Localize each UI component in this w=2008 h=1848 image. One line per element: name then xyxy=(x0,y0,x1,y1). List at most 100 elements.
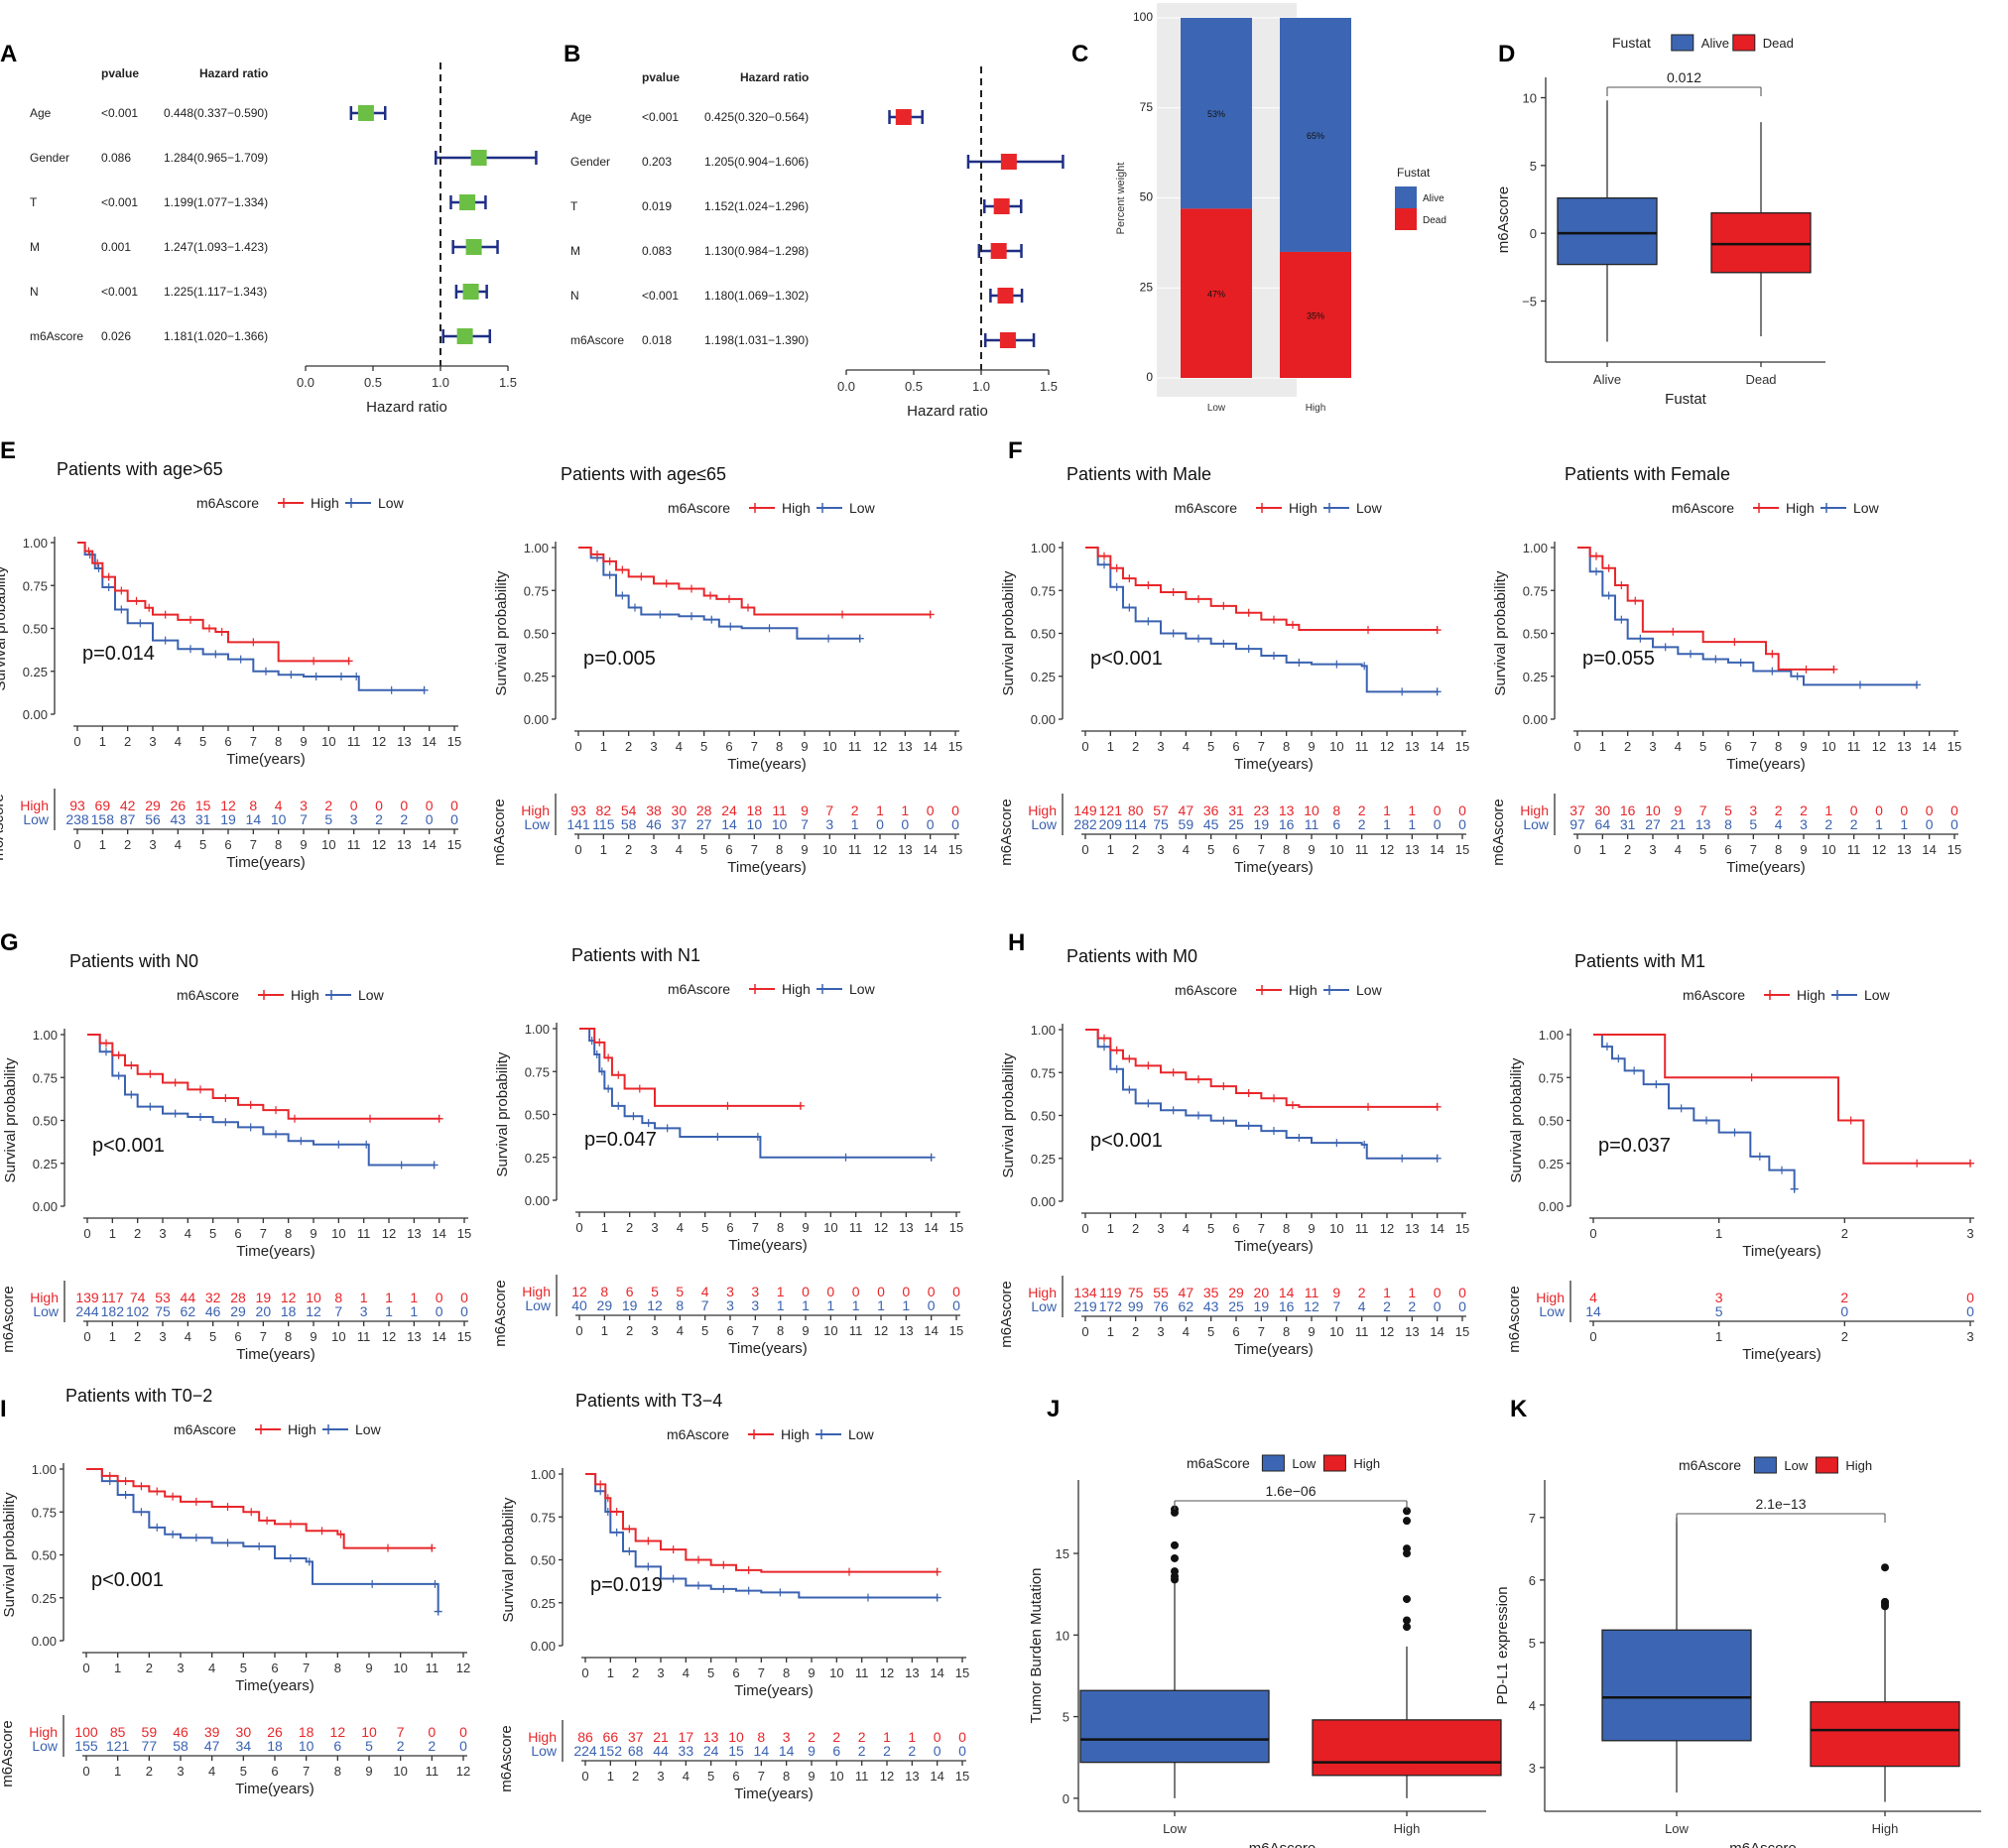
y-tick-label: 0.00 xyxy=(1523,712,1548,727)
risk-x-axis-title: Time(years) xyxy=(1234,1341,1313,1358)
risk-x-tick-label: 0 xyxy=(82,1764,89,1779)
survival-curve-high xyxy=(579,1028,801,1107)
risk-value-low: 0 xyxy=(876,816,884,832)
risk-value-high: 0 xyxy=(958,1729,966,1745)
risk-value-low: 224 xyxy=(573,1743,597,1759)
risk-x-tick-label: 10 xyxy=(331,1329,345,1344)
risk-value-low: 155 xyxy=(74,1738,98,1754)
risk-value-high: 1 xyxy=(883,1729,891,1745)
y-tick-label: 1.00 xyxy=(32,1462,57,1477)
risk-value-low: 0 xyxy=(1434,816,1442,832)
survival-curve-high xyxy=(86,1468,433,1549)
y-tick-label: 0.00 xyxy=(524,712,549,727)
x-tick-label: 12 xyxy=(1380,1221,1394,1236)
row-label: T xyxy=(570,199,578,213)
outlier-point xyxy=(1171,1508,1179,1517)
risk-x-tick-label: 4 xyxy=(185,1329,191,1344)
row-hazard-ratio: 1.130(0.984−1.298) xyxy=(704,244,809,258)
risk-value-high: 3 xyxy=(1715,1290,1723,1305)
x-tick-label: 8 xyxy=(1283,1221,1290,1236)
risk-x-tick-label: 10 xyxy=(823,1323,837,1338)
risk-x-tick-label: 0 xyxy=(73,837,80,852)
x-tick-label: 15 xyxy=(1455,1221,1469,1236)
risk-value-low: 31 xyxy=(195,811,211,827)
x-axis-title: Time(years) xyxy=(728,1237,807,1254)
risk-x-tick-label: 12 xyxy=(1872,842,1886,857)
risk-value-low: 0 xyxy=(1434,1298,1442,1314)
survival-curve-low xyxy=(578,547,860,640)
risk-value-low: 27 xyxy=(1645,816,1661,832)
risk-value-high: 1 xyxy=(876,802,884,818)
legend-label: Alive xyxy=(1701,36,1729,51)
legend-title: m6Ascore xyxy=(177,987,239,1003)
x-tick-label: Low xyxy=(1163,1821,1187,1836)
y-axis-title: Percent weight xyxy=(1115,163,1127,235)
risk-value-low: 0 xyxy=(459,1738,467,1754)
outlier-point xyxy=(1881,1563,1889,1572)
risk-value-low: 6 xyxy=(1332,816,1340,832)
risk-x-tick-label: 8 xyxy=(285,1329,292,1344)
y-tick-label: 0.75 xyxy=(524,583,549,598)
x-tick-label: 14 xyxy=(924,1220,938,1235)
survival-curve-low xyxy=(77,542,425,691)
y-tick-label: 0.75 xyxy=(33,1070,58,1085)
legend-label: Low xyxy=(1292,1456,1316,1471)
risk-value-high: 0 xyxy=(1950,802,1958,818)
risk-value-low: 2 xyxy=(1824,816,1832,832)
panel-label-H: H xyxy=(1008,929,1025,956)
risk-value-high: 0 xyxy=(1875,802,1883,818)
risk-x-tick-label: 9 xyxy=(1308,1324,1315,1339)
risk-value-low: 1 xyxy=(802,1297,810,1313)
risk-value-low: 46 xyxy=(205,1303,221,1319)
risk-value-high: 26 xyxy=(171,798,187,813)
risk-value-high: 37 xyxy=(628,1729,644,1745)
y-tick-label: 0.00 xyxy=(1539,1199,1564,1214)
row-hazard-ratio: 1.284(0.965−1.709) xyxy=(164,151,268,165)
legend-swatch xyxy=(1753,1456,1777,1474)
y-tick-label: 0.50 xyxy=(32,1548,57,1563)
x-tick-label: 3 xyxy=(177,1661,184,1675)
risk-value-high: 0 xyxy=(426,798,434,813)
p-value-label: p=0.005 xyxy=(583,648,656,670)
risk-x-tick-label: 5 xyxy=(240,1764,247,1779)
bar-alive xyxy=(1280,18,1351,252)
y-tick-label: 1.00 xyxy=(33,1028,58,1043)
legend-title: Fustat xyxy=(1397,166,1431,180)
risk-value-high: 12 xyxy=(330,1724,346,1740)
legend-label: High xyxy=(291,987,319,1003)
x-tick-label: 4 xyxy=(677,1220,684,1235)
x-tick-label: 3 xyxy=(1649,739,1656,754)
x-tick-label: 1 xyxy=(1107,1221,1114,1236)
row-hazard-ratio: 1.199(1.077−1.334) xyxy=(164,195,268,209)
y-tick-label: 7 xyxy=(1529,1511,1536,1526)
x-tick-label: 15 xyxy=(1455,739,1469,754)
y-tick-label: 0.00 xyxy=(1031,1194,1056,1209)
risk-value-high: 0 xyxy=(1458,802,1466,818)
risk-x-tick-label: 0 xyxy=(83,1329,90,1344)
x-tick-label: 7 xyxy=(303,1661,310,1675)
risk-y-axis-title: m6Ascore xyxy=(492,1280,509,1347)
risk-value-high: 93 xyxy=(570,802,586,818)
legend-label: High xyxy=(1797,987,1825,1003)
risk-x-tick-label: 11 xyxy=(848,842,862,857)
risk-x-tick-label: 2 xyxy=(124,837,131,852)
y-tick-label: 0.50 xyxy=(1031,1109,1056,1124)
legend-label: Dead xyxy=(1423,215,1446,226)
risk-x-tick-label: 11 xyxy=(357,1329,371,1344)
risk-x-tick-label: 8 xyxy=(783,1769,790,1784)
risk-row-label-high: High xyxy=(1520,802,1549,818)
risk-value-low: 1 xyxy=(1408,816,1416,832)
x-tick-label: 10 xyxy=(393,1661,407,1675)
risk-row-label-high: High xyxy=(522,1284,551,1299)
risk-value-low: 99 xyxy=(1128,1298,1144,1314)
x-tick-label: 11 xyxy=(347,734,361,749)
x-tick-label: 1.0 xyxy=(972,379,990,394)
x-tick-label: 8 xyxy=(285,1226,292,1241)
risk-value-high: 0 xyxy=(1966,1290,1974,1305)
risk-x-tick-label: 14 xyxy=(422,837,436,852)
risk-row-label-low: Low xyxy=(531,1743,558,1759)
x-axis-title: Time(years) xyxy=(1234,756,1313,773)
risk-value-high: 80 xyxy=(1128,802,1144,818)
x-tick-label: 2 xyxy=(146,1661,153,1675)
